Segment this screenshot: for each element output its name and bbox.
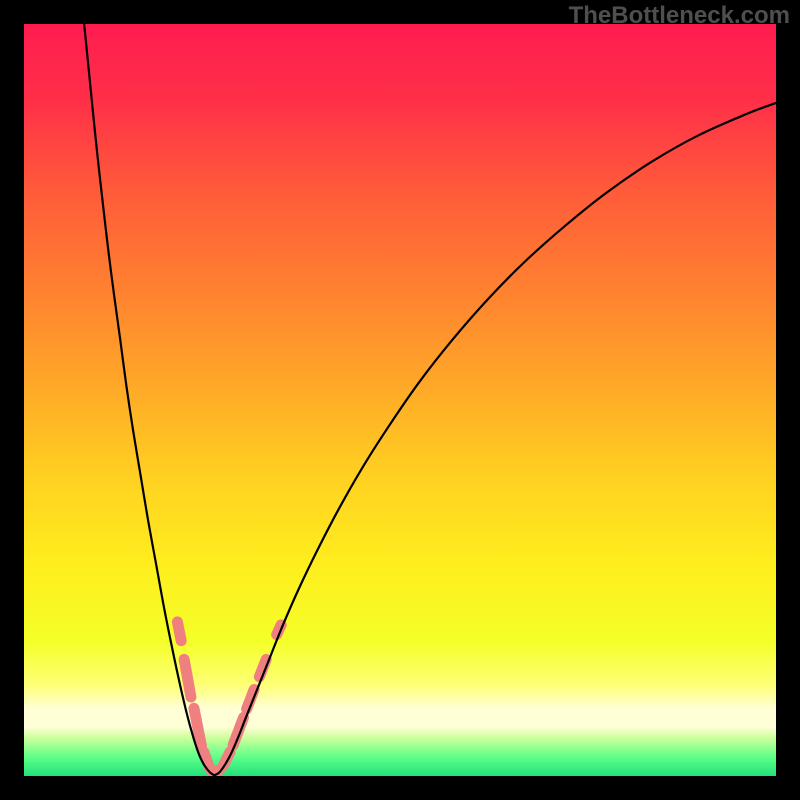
watermark-text: TheBottleneck.com bbox=[569, 2, 790, 30]
bottleneck-curve-right bbox=[214, 103, 776, 775]
curve-marker bbox=[212, 770, 220, 772]
plot-area bbox=[24, 24, 776, 776]
curve-marker bbox=[233, 717, 244, 745]
curve-marker bbox=[184, 659, 191, 697]
curve-layer bbox=[24, 24, 776, 776]
bottleneck-chart: TheBottleneck.com bbox=[0, 0, 800, 800]
bottleneck-curve-left bbox=[84, 24, 214, 775]
curve-marker bbox=[177, 622, 181, 641]
curve-markers bbox=[177, 622, 281, 772]
